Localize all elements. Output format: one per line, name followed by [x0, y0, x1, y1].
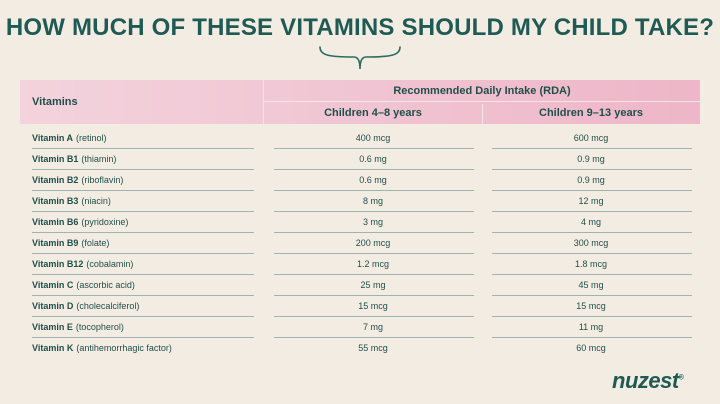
table-row: Vitamin D (cholecalciferol) 15 mcg 15 mcg [20, 296, 700, 317]
page-title: HOW MUCH OF THESE VITAMINS SHOULD MY CHI… [5, 14, 715, 41]
value-9-13: 11 mg [578, 322, 604, 332]
value-4-8: 0.6 mg [359, 175, 387, 185]
vitamin-table: Vitamins Recommended Daily Intake (RDA) … [20, 80, 700, 359]
header-children-9-13: Children 9–13 years [539, 107, 643, 119]
value-4-8: 55 mcg [358, 343, 388, 353]
header-divider-cols [482, 104, 483, 124]
brace-decoration [319, 46, 401, 70]
value-4-8: 3 mg [362, 217, 383, 227]
value-9-13: 600 mcg [573, 133, 609, 143]
vitamin-name: Vitamin B3 (niacin) [32, 196, 111, 206]
value-9-13: 45 mg [578, 280, 604, 290]
value-9-13: 300 mcg [573, 238, 609, 248]
vitamin-name: Vitamin B12 (cobalamin) [32, 259, 134, 269]
table-row: Vitamin B3 (niacin) 8 mg 12 mg [20, 191, 700, 212]
table-row: Vitamin A (retinol) 400 mcg 600 mcg [20, 128, 700, 149]
brand-logo: nuzest® [612, 368, 684, 393]
table-body: Vitamin A (retinol) 400 mcg 600 mcg Vitam… [20, 128, 700, 359]
header-rda: Recommended Daily Intake (RDA) [264, 80, 700, 102]
vitamin-name: Vitamin B2 (riboflavin) [32, 175, 124, 185]
value-4-8: 15 mcg [358, 301, 388, 311]
value-4-8: 200 mcg [355, 238, 391, 248]
value-9-13: 15 mcg [576, 301, 606, 311]
table-row: Vitamin K (antihemorrhagic factor) 55 mcg… [20, 338, 700, 359]
vitamin-name: Vitamin B9 (folate) [32, 238, 110, 248]
table-row: Vitamin E (tocopherol) 7 mg 11 mg [20, 317, 700, 338]
vitamin-name: Vitamin C (ascorbic acid) [32, 280, 135, 290]
table-row: Vitamin B1 (thiamin) 0.6 mg 0.9 mg [20, 149, 700, 170]
vitamin-name: Vitamin E (tocopherol) [32, 322, 124, 332]
vitamin-name: Vitamin K (antihemorrhagic factor) [32, 343, 172, 353]
header-children-4-8: Children 4–8 years [324, 107, 422, 119]
header-divider [263, 80, 264, 124]
table-row: Vitamin B9 (folate) 200 mcg 300 mcg [20, 233, 700, 254]
value-4-8: 25 mg [360, 280, 386, 290]
value-9-13: 0.9 mg [577, 154, 605, 164]
vitamin-name: Vitamin D (cholecalciferol) [32, 301, 140, 311]
value-9-13: 4 mg [580, 217, 601, 227]
header-vitamins: Vitamins [32, 96, 78, 108]
vitamin-name: Vitamin A (retinol) [32, 133, 107, 143]
table-row: Vitamin B12 (cobalamin) 1.2 mcg 1.8 mcg [20, 254, 700, 275]
value-4-8: 400 mcg [355, 133, 391, 143]
value-4-8: 1.2 mcg [356, 259, 389, 269]
table-header: Vitamins Recommended Daily Intake (RDA) … [20, 80, 700, 124]
value-9-13: 1.8 mcg [574, 259, 607, 269]
value-9-13: 60 mcg [576, 343, 606, 353]
vitamin-name: Vitamin B6 (pyridoxine) [32, 217, 129, 227]
value-4-8: 0.6 mg [359, 154, 387, 164]
table-row: Vitamin B6 (pyridoxine) 3 mg 4 mg [20, 212, 700, 233]
value-9-13: 0.9 mg [577, 175, 605, 185]
table-row: Vitamin C (ascorbic acid) 25 mg 45 mg [20, 275, 700, 296]
value-4-8: 7 mg [362, 322, 383, 332]
vitamin-name: Vitamin B1 (thiamin) [32, 154, 117, 164]
value-4-8: 8 mg [362, 196, 383, 206]
table-row: Vitamin B2 (riboflavin) 0.6 mg 0.9 mg [20, 170, 700, 191]
value-9-13: 12 mg [578, 196, 604, 206]
